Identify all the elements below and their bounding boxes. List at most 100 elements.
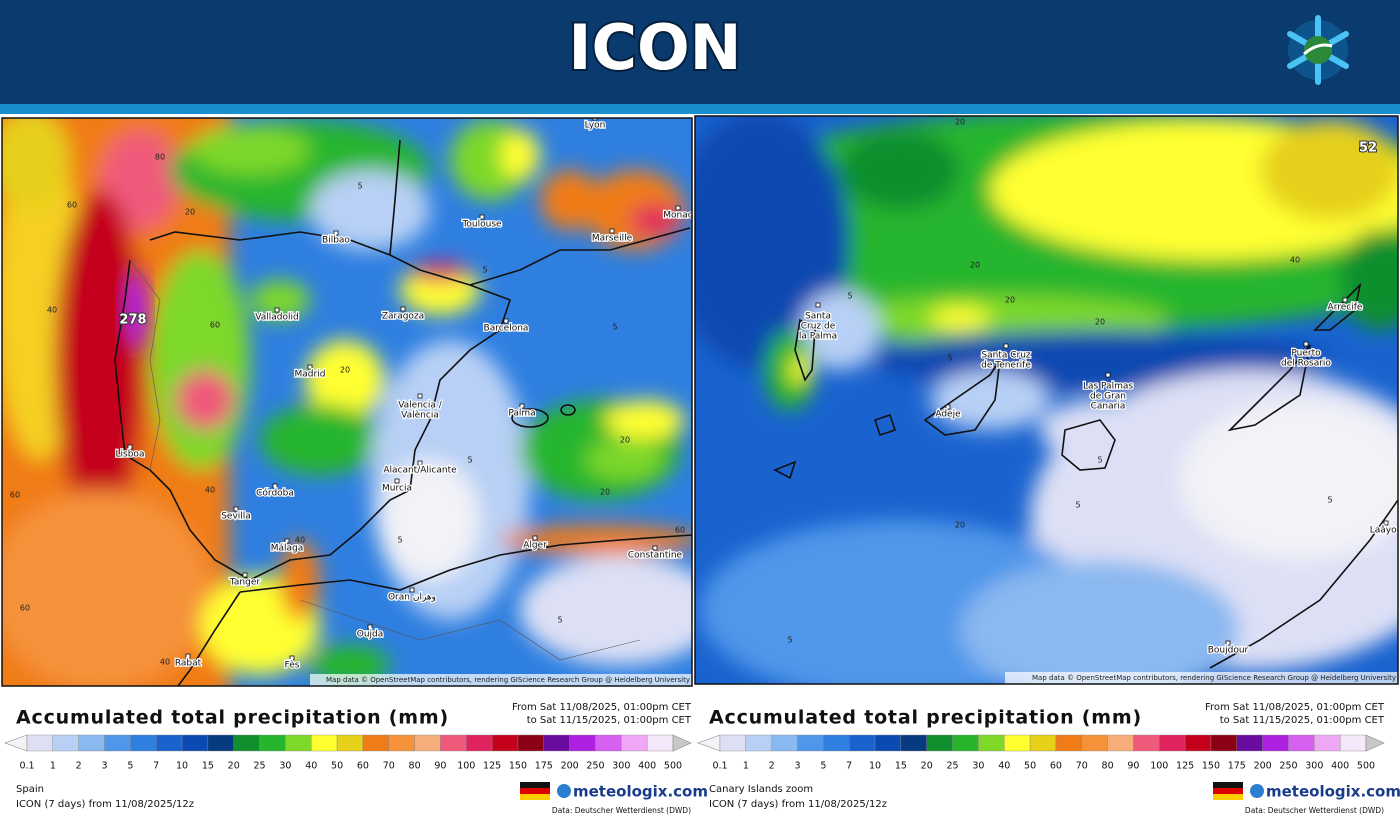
- place-label: Valladolid: [255, 313, 298, 323]
- place-marker: [503, 318, 509, 324]
- scale-label: 1: [50, 761, 56, 772]
- scale-label: 15: [895, 761, 907, 772]
- contour-label: 5: [1327, 496, 1332, 505]
- scale-swatch: [543, 734, 570, 752]
- scale-swatch: [181, 734, 209, 752]
- place-label: la Palma: [799, 332, 837, 342]
- place-label: Oran وهران: [388, 593, 436, 603]
- scale-swatch: [1314, 734, 1341, 752]
- scale-swatch: [926, 734, 953, 752]
- place-marker: [242, 572, 248, 578]
- place-label: Las Palmas: [1083, 382, 1133, 392]
- scale-swatch: [1210, 734, 1237, 752]
- place-label: Alacant/Alicante: [383, 466, 457, 476]
- data-source: Data: Deutscher Wetterdienst (DWD): [552, 806, 691, 815]
- scale-label: 50: [331, 761, 343, 772]
- place-label: Lyon: [585, 121, 606, 131]
- scale-label: 300: [612, 761, 630, 772]
- contour-label: 40: [160, 658, 170, 667]
- scale-label: 20: [921, 761, 933, 772]
- place-marker: [284, 538, 290, 544]
- scale-swatch: [1288, 734, 1315, 752]
- period-from: From Sat 11/08/2025, 01:00pm CET: [1205, 702, 1385, 713]
- place-label: Valencia /: [398, 401, 443, 411]
- model-run: ICON (7 days) from 11/08/2025/12z: [709, 799, 887, 810]
- contour-label: 20: [1005, 296, 1015, 305]
- scale-label: 3: [101, 761, 107, 772]
- scale-label: 3: [794, 761, 800, 772]
- contour-label: 20: [1095, 318, 1105, 327]
- place-marker: [127, 444, 133, 450]
- scale-label: 100: [457, 761, 475, 772]
- place-marker: [592, 118, 598, 121]
- scale-label: 2: [769, 761, 775, 772]
- place-label: Adeje: [935, 410, 961, 420]
- contour-label: 5: [482, 266, 487, 275]
- scale-label: 7: [846, 761, 852, 772]
- scale-swatch: [1262, 734, 1289, 752]
- place-marker: [532, 535, 538, 541]
- place-marker: [394, 478, 400, 484]
- place-label: Málaga: [271, 544, 304, 554]
- contour-label: 5: [467, 456, 472, 465]
- scale-swatch: [621, 734, 648, 752]
- scale-label: 400: [638, 761, 656, 772]
- scale-label: 10: [176, 761, 188, 772]
- place-marker: [367, 624, 373, 630]
- place-label: de Gran: [1090, 392, 1126, 402]
- place-label: Santa Cruz: [981, 351, 1031, 361]
- contour-label: 40: [47, 306, 57, 315]
- place-marker: [945, 404, 951, 410]
- brand: meteologix.com: [1266, 783, 1400, 801]
- scale-label: 250: [1279, 761, 1297, 772]
- place-label: Zaragoza: [382, 312, 424, 322]
- scale-label: 0.1: [19, 761, 34, 772]
- scale-swatch: [130, 734, 157, 752]
- place-label: Bilbao: [322, 236, 350, 246]
- place-label: Santa: [805, 312, 831, 322]
- scale-swatch: [978, 734, 1005, 752]
- brand-icon: [1250, 784, 1264, 798]
- scale-label: 1: [743, 761, 749, 772]
- place-marker: [400, 306, 406, 312]
- contour-label: 40: [295, 536, 305, 545]
- place-marker: [333, 230, 339, 236]
- flag-gold: [1213, 794, 1243, 800]
- scale-swatch: [771, 734, 798, 752]
- place-label: Lisboa: [116, 450, 145, 460]
- place-marker: [417, 460, 423, 466]
- place-label: Palma: [508, 409, 535, 419]
- place-marker: [519, 403, 525, 409]
- legend-title: Accumulated total precipitation (mm): [16, 707, 449, 729]
- scale-swatch: [1081, 734, 1108, 752]
- place-marker: [815, 302, 821, 308]
- contour-label: 5: [397, 536, 402, 545]
- place-label: Arrecife: [1328, 303, 1363, 313]
- place-marker: [289, 655, 295, 661]
- scale-label: 80: [1102, 761, 1114, 772]
- scale-swatch: [1184, 734, 1212, 752]
- scale-label: 5: [820, 761, 826, 772]
- place-marker: [1303, 341, 1309, 347]
- scale-label: 0.1: [712, 761, 727, 772]
- place-marker: [652, 545, 658, 551]
- scale-swatch: [517, 734, 545, 752]
- place-marker: [479, 214, 485, 220]
- scale-label: 150: [1202, 761, 1220, 772]
- scale-label: 40: [998, 761, 1010, 772]
- place-label: Puerto: [1291, 349, 1321, 359]
- place-label: Marseille: [592, 234, 633, 244]
- brand: meteologix.com: [573, 783, 708, 801]
- scale-swatch: [569, 734, 596, 752]
- scale-swatch: [1004, 734, 1031, 752]
- scale-label: 5: [127, 761, 133, 772]
- scale-label: 500: [1357, 761, 1375, 772]
- place-label: Constantine: [628, 551, 683, 561]
- period-to: to Sat 11/15/2025, 01:00pm CET: [1220, 715, 1385, 726]
- model-run: ICON (7 days) from 11/08/2025/12z: [16, 799, 194, 810]
- scale-label: 30: [279, 761, 291, 772]
- place-label: Tanger: [229, 578, 260, 588]
- scale-swatch: [207, 734, 234, 752]
- scale-label: 40: [305, 761, 317, 772]
